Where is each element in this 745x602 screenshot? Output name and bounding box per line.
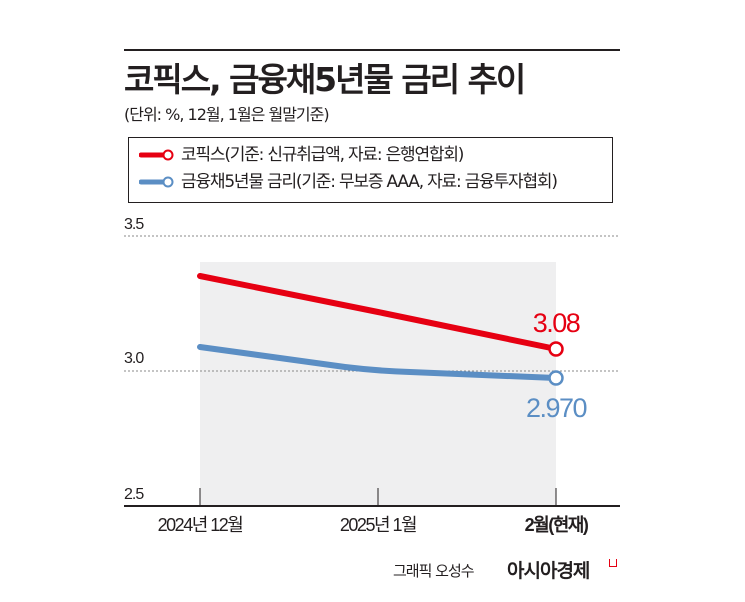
y-tick-2-5: 2.5 — [124, 486, 144, 503]
legend-item-bond: 금융채5년물 금리(기준: 무보증 AAA, 자료: 금융투자협회) — [139, 169, 558, 195]
kofix-line — [197, 273, 559, 352]
legend-kofix-line-icon — [139, 149, 174, 161]
kofix-last-point-marker — [548, 341, 564, 357]
kofix-last-value-label: 3.08 — [533, 308, 580, 338]
graphic-credit: 그래픽 오성수 — [393, 562, 475, 580]
x-tick-label-feb-current: 2월(현재) — [525, 515, 589, 535]
y-tick-3-0: 3.0 — [124, 350, 144, 367]
y-tick-3-5: 3.5 — [124, 216, 144, 233]
bond-line — [197, 344, 559, 381]
bond-last-value-label: 2.970 — [526, 393, 587, 423]
chart-title: 코픽스, 금융채5년물 금리 추이 — [124, 60, 526, 99]
bond-last-point-marker — [548, 370, 564, 386]
top-rule — [124, 49, 620, 51]
legend-bond-line-icon — [139, 176, 174, 188]
chart-subtitle: (단위: %, 12월, 1월은 월말기준) — [124, 105, 330, 124]
legend: 코픽스(기준: 신규취급액, 자료: 은행연합회) 금융채5년물 금리(기준: … — [128, 137, 613, 203]
legend-item-kofix: 코픽스(기준: 신규취급액, 자료: 은행연합회) — [139, 142, 464, 168]
legend-label-bond: 금융채5년물 금리(기준: 무보증 AAA, 자료: 금융투자협회) — [181, 172, 558, 192]
plot-area-shade — [200, 262, 556, 505]
legend-label-kofix: 코픽스(기준: 신규취급액, 자료: 은행연합회) — [181, 145, 464, 165]
publisher-logo-mark-icon — [609, 559, 617, 567]
x-tick-label-jan-2025: 2025년 1월 — [340, 515, 416, 535]
publisher-logo: 아시아경제 — [507, 560, 590, 582]
x-tick-label-dec-2024: 2024년 12월 — [158, 515, 243, 535]
